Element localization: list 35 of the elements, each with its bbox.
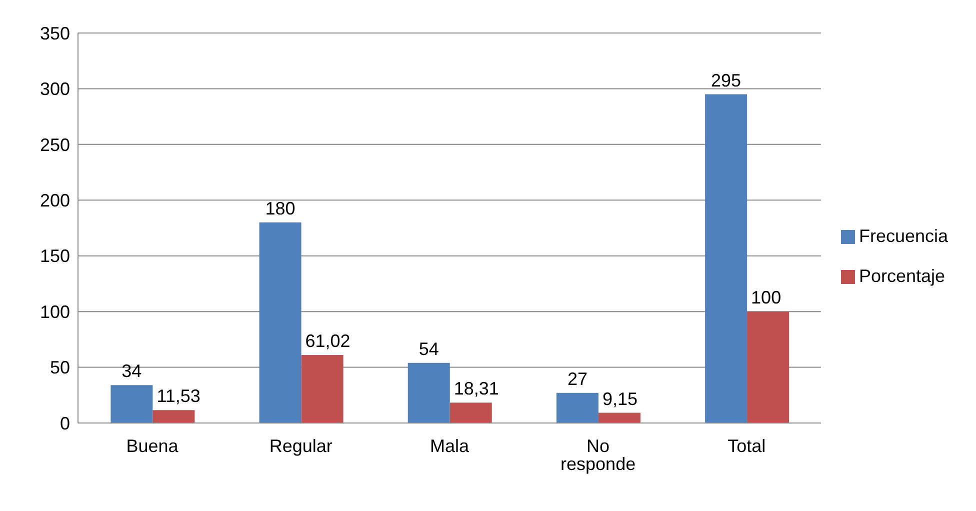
data-label: 54 (418, 338, 439, 359)
data-label: 27 (567, 368, 588, 389)
y-tick-label: 300 (40, 79, 70, 100)
data-label: 180 (265, 198, 296, 218)
data-label: 11,53 (156, 386, 200, 406)
x-tick-label: Mala (430, 436, 470, 456)
y-tick-label: 50 (50, 358, 70, 378)
bar (747, 312, 790, 423)
y-tick-label: 200 (40, 190, 70, 211)
x-tick-label: No responde (560, 436, 636, 474)
x-tick-label: Regular (269, 436, 332, 456)
bar (598, 412, 640, 423)
bar (259, 222, 302, 423)
bar (450, 402, 492, 423)
legend-label: Porcentaje (858, 266, 946, 286)
data-label: 18,31 (454, 378, 499, 399)
y-tick-label: 350 (40, 23, 70, 44)
y-tick-label: 250 (40, 134, 70, 155)
bar (705, 94, 748, 423)
legend-label: Frecuencia (858, 226, 948, 246)
bar (408, 362, 450, 423)
data-label: 295 (711, 70, 742, 90)
data-label: 34 (122, 361, 142, 382)
bar (110, 385, 153, 423)
bar (152, 410, 195, 423)
bar (556, 392, 598, 423)
y-tick-label: 0 (60, 413, 70, 434)
data-label: 9,15 (602, 388, 638, 409)
y-tick-label: 100 (40, 302, 70, 322)
y-tick-label: 150 (40, 246, 70, 266)
x-tick-label: Total (728, 436, 766, 456)
data-label: 61,02 (305, 331, 350, 352)
x-tick-label: Buena (126, 436, 180, 456)
bar (301, 355, 344, 423)
data-label: 100 (751, 288, 782, 308)
